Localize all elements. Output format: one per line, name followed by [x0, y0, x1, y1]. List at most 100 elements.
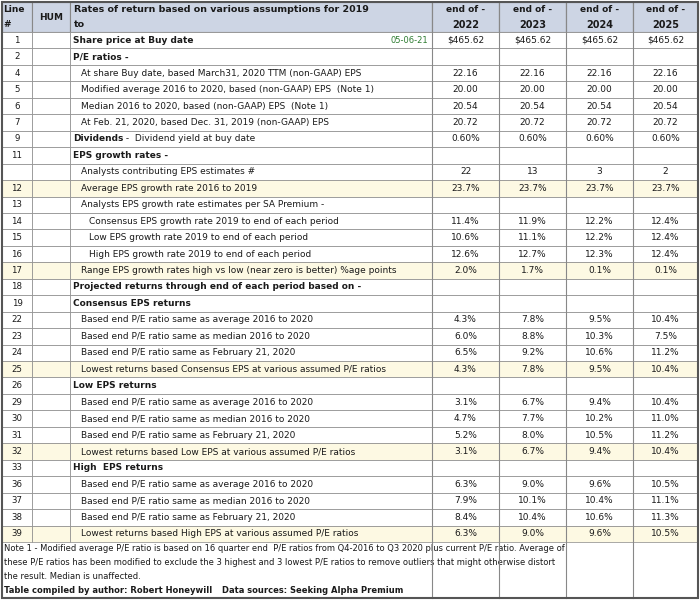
Bar: [633, 361, 698, 377]
Text: 9.2%: 9.2%: [521, 349, 544, 358]
Bar: [70, 344, 432, 361]
Bar: [633, 65, 698, 81]
Bar: [2, 361, 32, 377]
Bar: [2, 164, 32, 180]
Bar: [566, 229, 633, 246]
Text: end of -: end of -: [513, 5, 552, 14]
Text: 7: 7: [14, 118, 20, 127]
Bar: [2, 213, 32, 229]
Bar: [499, 411, 566, 427]
Text: 4.3%: 4.3%: [454, 365, 477, 374]
Text: 9.0%: 9.0%: [521, 529, 544, 538]
Bar: [633, 492, 698, 509]
Bar: [70, 328, 432, 344]
Text: 10.4%: 10.4%: [651, 398, 680, 407]
Bar: [432, 526, 499, 542]
Bar: [633, 509, 698, 526]
Text: end of -: end of -: [580, 5, 619, 14]
Bar: [70, 2, 432, 32]
Text: 6.5%: 6.5%: [454, 349, 477, 358]
Bar: [70, 443, 432, 460]
Bar: [70, 65, 432, 81]
Bar: [499, 443, 566, 460]
Text: 3.1%: 3.1%: [454, 447, 477, 456]
Bar: [2, 65, 32, 81]
Bar: [566, 460, 633, 476]
Text: 24: 24: [11, 349, 22, 358]
Bar: [2, 147, 32, 164]
Bar: [499, 312, 566, 328]
Text: Based end P/E ratio same as February 21, 2020: Based end P/E ratio same as February 21,…: [81, 349, 295, 358]
Bar: [32, 196, 70, 213]
Text: 9.5%: 9.5%: [588, 315, 611, 324]
Text: 30: 30: [11, 414, 22, 423]
Text: 6: 6: [14, 102, 20, 111]
Bar: [32, 460, 70, 476]
Bar: [70, 460, 432, 476]
Bar: [432, 377, 499, 394]
Text: 9.6%: 9.6%: [588, 529, 611, 538]
Bar: [432, 295, 499, 312]
Text: Line: Line: [3, 5, 25, 14]
Text: Low EPS growth rate 2019 to end of each period: Low EPS growth rate 2019 to end of each …: [89, 233, 308, 242]
Text: $465.62: $465.62: [514, 36, 551, 45]
Bar: [70, 526, 432, 542]
Text: Rates of return based on various assumptions for 2019: Rates of return based on various assumpt…: [74, 5, 369, 14]
Bar: [432, 476, 499, 492]
Bar: [432, 213, 499, 229]
Bar: [633, 262, 698, 279]
Bar: [2, 312, 32, 328]
Text: P/E ratios -: P/E ratios -: [73, 52, 129, 61]
Text: 12.7%: 12.7%: [518, 250, 547, 259]
Bar: [32, 377, 70, 394]
Bar: [2, 328, 32, 344]
Bar: [566, 164, 633, 180]
Text: 22.16: 22.16: [519, 69, 545, 78]
Text: 6.7%: 6.7%: [521, 447, 544, 456]
Text: 9.6%: 9.6%: [588, 480, 611, 489]
Text: Consensus EPS returns: Consensus EPS returns: [73, 299, 191, 308]
Bar: [432, 196, 499, 213]
Bar: [70, 361, 432, 377]
Bar: [432, 509, 499, 526]
Bar: [432, 312, 499, 328]
Bar: [499, 114, 566, 131]
Bar: [70, 48, 432, 65]
Text: At share Buy date, based March31, 2020 TTM (non-GAAP) EPS: At share Buy date, based March31, 2020 T…: [81, 69, 361, 78]
Text: 22.16: 22.16: [453, 69, 478, 78]
Text: 10.3%: 10.3%: [585, 332, 614, 341]
Bar: [566, 98, 633, 114]
Bar: [566, 81, 633, 98]
Bar: [32, 526, 70, 542]
Bar: [432, 279, 499, 295]
Text: 6.3%: 6.3%: [454, 480, 477, 489]
Bar: [2, 394, 32, 411]
Bar: [32, 411, 70, 427]
Bar: [633, 147, 698, 164]
Text: EPS growth rates -: EPS growth rates -: [73, 151, 168, 160]
Bar: [633, 295, 698, 312]
Bar: [32, 328, 70, 344]
Bar: [499, 526, 566, 542]
Text: 37: 37: [11, 497, 22, 505]
Text: 0.1%: 0.1%: [654, 266, 677, 275]
Bar: [566, 48, 633, 65]
Bar: [70, 131, 432, 147]
Text: to: to: [74, 20, 85, 29]
Bar: [2, 48, 32, 65]
Text: 31: 31: [11, 430, 22, 439]
Bar: [633, 476, 698, 492]
Bar: [2, 279, 32, 295]
Text: -  Dividend yield at buy date: - Dividend yield at buy date: [123, 134, 256, 143]
Bar: [2, 427, 32, 443]
Text: 12.6%: 12.6%: [452, 250, 480, 259]
Bar: [432, 48, 499, 65]
Bar: [70, 98, 432, 114]
Text: 29: 29: [12, 398, 22, 407]
Bar: [432, 180, 499, 196]
Bar: [2, 509, 32, 526]
Text: 12.3%: 12.3%: [585, 250, 614, 259]
Text: 32: 32: [11, 447, 22, 456]
Text: Share price at Buy date: Share price at Buy date: [73, 36, 193, 45]
Bar: [633, 394, 698, 411]
